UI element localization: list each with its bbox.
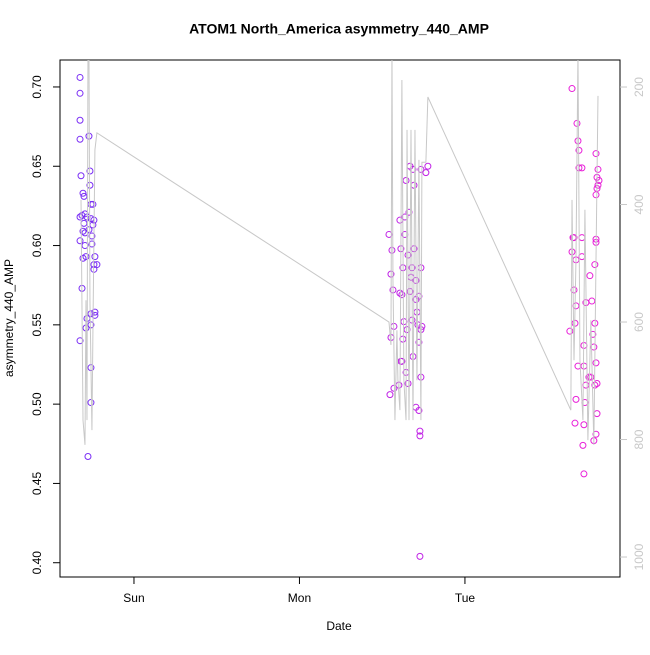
point bbox=[87, 310, 95, 318]
point bbox=[80, 192, 88, 200]
x-axis-label: Date bbox=[326, 619, 352, 633]
y-tick-label: 0.65 bbox=[30, 154, 44, 178]
point bbox=[81, 229, 89, 237]
point bbox=[88, 240, 96, 248]
point bbox=[592, 191, 600, 199]
point bbox=[424, 162, 432, 170]
chart-title: ATOM1 North_America asymmetry_440_AMP bbox=[189, 21, 489, 37]
point bbox=[417, 165, 425, 173]
point bbox=[79, 227, 87, 235]
point bbox=[76, 73, 84, 81]
point bbox=[76, 337, 84, 345]
point bbox=[416, 552, 424, 560]
point bbox=[76, 213, 84, 221]
point bbox=[570, 234, 578, 242]
point bbox=[77, 172, 85, 180]
point bbox=[388, 246, 396, 254]
point bbox=[415, 338, 423, 346]
point bbox=[568, 85, 576, 93]
point bbox=[398, 291, 406, 299]
point bbox=[579, 441, 587, 449]
y-tick-label: 0.40 bbox=[30, 551, 44, 575]
point bbox=[595, 177, 603, 185]
point bbox=[594, 181, 602, 189]
point bbox=[574, 137, 582, 145]
point bbox=[566, 327, 574, 335]
point bbox=[385, 230, 393, 238]
point bbox=[422, 169, 430, 177]
point bbox=[81, 242, 89, 250]
point bbox=[580, 421, 588, 429]
point bbox=[409, 165, 417, 173]
point bbox=[594, 165, 602, 173]
y2-tick-label: 1000 bbox=[632, 543, 646, 570]
point bbox=[416, 427, 424, 435]
point bbox=[404, 380, 412, 388]
point bbox=[588, 297, 596, 305]
point bbox=[571, 419, 579, 427]
point bbox=[386, 391, 394, 399]
point bbox=[76, 237, 84, 245]
point bbox=[587, 373, 595, 381]
y-axis-label: asymmetry_440_AMP bbox=[2, 259, 16, 377]
point bbox=[84, 452, 92, 460]
point bbox=[572, 395, 580, 403]
line-series bbox=[80, 60, 599, 445]
point bbox=[592, 430, 600, 438]
point bbox=[76, 89, 84, 97]
point bbox=[87, 399, 95, 407]
point bbox=[87, 321, 95, 329]
y2-tick-label: 800 bbox=[632, 429, 646, 449]
point bbox=[82, 253, 90, 261]
point bbox=[88, 232, 96, 240]
y2-tick-label: 400 bbox=[632, 194, 646, 214]
point bbox=[593, 380, 601, 388]
point bbox=[91, 308, 99, 316]
point bbox=[415, 406, 423, 414]
y-tick-label: 0.45 bbox=[30, 471, 44, 495]
y2-tick-label: 600 bbox=[632, 312, 646, 332]
point bbox=[570, 286, 578, 294]
x-tick-label: Mon bbox=[288, 591, 311, 605]
point bbox=[590, 343, 598, 351]
point bbox=[586, 272, 594, 280]
y-tick-label: 0.55 bbox=[30, 313, 44, 337]
y-tick-label: 0.50 bbox=[30, 392, 44, 416]
point bbox=[398, 357, 406, 365]
point bbox=[91, 253, 99, 261]
y-tick-label: 0.70 bbox=[30, 75, 44, 99]
point bbox=[591, 261, 599, 269]
point bbox=[76, 135, 84, 143]
point bbox=[589, 330, 597, 338]
point bbox=[580, 470, 588, 478]
x-tick-label: Tue bbox=[455, 591, 476, 605]
plot-frame bbox=[59, 59, 621, 578]
y2-tick-label: 200 bbox=[632, 77, 646, 97]
point bbox=[76, 116, 84, 124]
y-tick-label: 0.60 bbox=[30, 234, 44, 258]
point bbox=[592, 150, 600, 158]
point bbox=[418, 322, 426, 330]
point bbox=[592, 359, 600, 367]
point bbox=[91, 311, 99, 319]
point bbox=[86, 167, 94, 175]
point bbox=[79, 189, 87, 197]
point bbox=[416, 432, 424, 440]
x-tick-label: Sun bbox=[123, 591, 144, 605]
